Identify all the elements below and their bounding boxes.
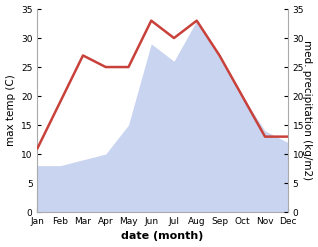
X-axis label: date (month): date (month) [121, 231, 204, 242]
Y-axis label: med. precipitation (kg/m2): med. precipitation (kg/m2) [302, 41, 313, 181]
Y-axis label: max temp (C): max temp (C) [5, 75, 16, 146]
